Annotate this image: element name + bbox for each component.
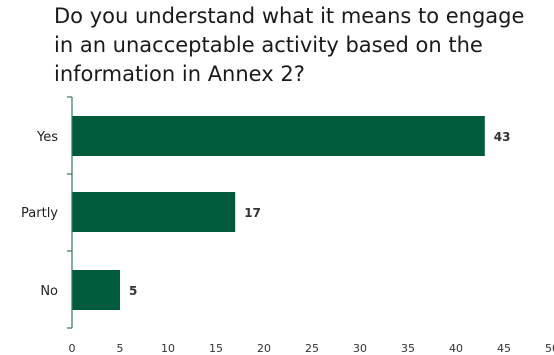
x-tick-label-50: 50 [545,342,554,355]
x-tick-label-15: 15 [209,342,223,355]
x-tick-label-25: 25 [305,342,319,355]
x-tick-label-40: 40 [449,342,463,355]
data-label-yes: 43 [494,130,511,144]
category-label-no: No [40,284,58,299]
x-tick-label-5: 5 [117,342,124,355]
x-tick-label-45: 45 [497,342,511,355]
x-tick-label-0: 0 [69,342,76,355]
bar-yes [72,116,485,156]
data-label-partly: 17 [244,206,261,220]
bar-partly [72,192,236,232]
category-label-partly: Partly [21,206,58,221]
x-tick-label-30: 30 [353,342,367,355]
chart-title: Do you understand what it means to engag… [54,4,525,86]
x-tick-label-35: 35 [401,342,415,355]
x-tick-label-20: 20 [257,342,271,355]
category-label-yes: Yes [36,130,58,145]
data-label-no: 5 [129,284,137,298]
bar-no [72,270,120,310]
x-tick-label-10: 10 [161,342,175,355]
